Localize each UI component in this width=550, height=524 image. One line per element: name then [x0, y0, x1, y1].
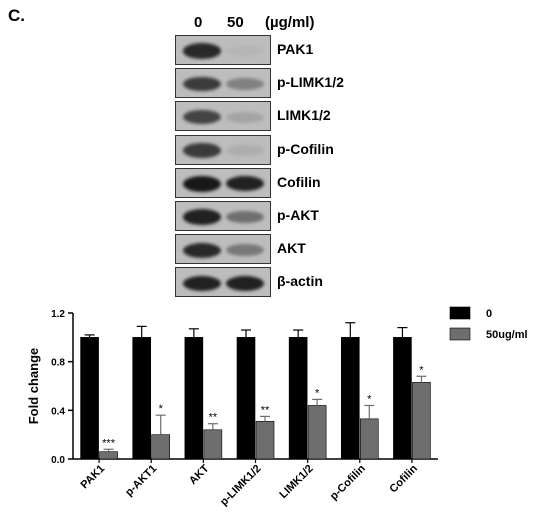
band-lane-0 [183, 43, 221, 59]
bar [80, 337, 99, 460]
blot-strip [175, 267, 271, 298]
band-lane-50 [226, 111, 264, 123]
band-lane-50 [226, 176, 264, 192]
blot-strip [175, 134, 271, 165]
legend-label: 50ug/ml [486, 329, 528, 341]
legend-swatch [449, 306, 471, 320]
blot-label: p-LIMK1/2 [277, 74, 344, 91]
blot-strip [175, 167, 271, 198]
legend-label: 0 [486, 308, 492, 320]
band-lane-0 [183, 209, 221, 225]
x-tick-label: PAK1 [79, 463, 108, 492]
bar [184, 337, 204, 460]
bar [340, 337, 360, 460]
blot-label: Cofilin [277, 173, 321, 190]
blot-strip [175, 234, 271, 265]
legend-swatch [449, 327, 471, 341]
bar [288, 337, 308, 460]
significance-marker: ** [261, 404, 270, 416]
panel-label: C. [8, 6, 25, 25]
bar [99, 451, 118, 460]
bar [307, 405, 327, 460]
blot-strip [175, 68, 271, 99]
band-lane-50 [226, 210, 264, 224]
band-lane-50 [226, 145, 264, 156]
y-tick-label: 0.0 [51, 455, 65, 466]
band-lane-0 [183, 275, 221, 292]
band-lane-50 [226, 78, 264, 91]
blot-label: p-Cofilin [277, 140, 334, 157]
concentration-label-0: 0 [194, 14, 203, 31]
band-lane-0 [183, 76, 221, 92]
bar [236, 337, 256, 460]
x-tick-label: p-LIMK1/2 [218, 463, 264, 509]
y-tick-label: 0.4 [51, 406, 65, 417]
x-tick-label: p-Cofilin [328, 462, 368, 502]
y-axis-label: Fold change [26, 348, 41, 425]
band-lane-0 [183, 110, 221, 125]
band-lane-0 [183, 242, 221, 258]
x-tick-label: AKT [187, 462, 212, 487]
y-tick-label: 1.2 [51, 309, 65, 320]
blot-label: AKT [277, 240, 306, 257]
y-tick-label: 0.8 [51, 358, 65, 369]
blot-label: LIMK1/2 [277, 107, 331, 124]
band-lane-50 [226, 275, 264, 292]
band-lane-0 [183, 143, 221, 158]
x-tick-label: p-AKT1 [123, 463, 159, 499]
bar [203, 429, 223, 460]
significance-marker: * [315, 387, 320, 399]
x-tick-label: LIMK1/2 [277, 463, 315, 501]
blot-label: PAK1 [277, 41, 314, 57]
significance-marker: * [367, 393, 372, 405]
band-lane-50 [226, 243, 264, 257]
bar [393, 337, 412, 460]
bar [151, 434, 171, 460]
bar [412, 382, 431, 460]
x-tick-label: Cofilin [387, 462, 420, 495]
significance-marker: ** [209, 412, 218, 424]
bar [132, 337, 152, 460]
blot-strip [175, 35, 271, 65]
bar [359, 418, 379, 460]
blot-strip [175, 201, 271, 231]
concentration-unit: (µg/ml) [265, 14, 315, 31]
bar [255, 420, 275, 460]
band-lane-0 [183, 175, 221, 192]
concentration-label-50: 50 [227, 14, 244, 31]
significance-marker: * [159, 403, 164, 415]
significance-marker: *** [102, 437, 116, 449]
blot-label: β-actin [277, 273, 323, 290]
blot-strip [175, 101, 271, 132]
blot-label: p-AKT [277, 207, 319, 223]
significance-marker: * [419, 364, 424, 376]
band-lane-50 [226, 45, 264, 57]
